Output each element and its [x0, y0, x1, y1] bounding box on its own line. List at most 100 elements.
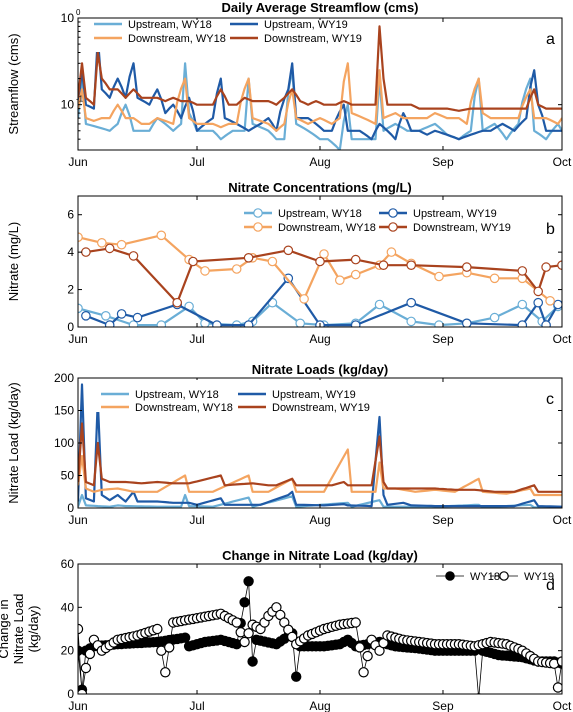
data-point: [552, 682, 562, 693]
x-tick-label: Jul: [189, 513, 204, 527]
data-point: [243, 320, 254, 327]
data-point: [81, 310, 91, 321]
series-line-2: [78, 62, 562, 132]
legend-marker: [253, 222, 263, 232]
data-point: [299, 294, 309, 304]
legend-entry: Downstream, WY18: [101, 402, 233, 414]
y-tick-label: 0: [67, 501, 74, 515]
data-point: [128, 251, 139, 261]
legend-entry: Upstream, WY19: [238, 389, 356, 401]
data-point: [315, 256, 325, 267]
series-group: [78, 25, 562, 150]
data-point: [541, 320, 551, 327]
y-tick-label: 150: [54, 404, 74, 418]
y-tick-label: 60: [61, 557, 75, 571]
data-point: [104, 243, 115, 254]
legend-label: Upstream, WY19: [413, 208, 497, 220]
legend-entry: Upstream, WY18: [101, 389, 219, 401]
y-axis-label: Streamflow (cms): [6, 33, 21, 134]
data-point: [434, 320, 444, 327]
data-point: [545, 295, 555, 306]
data-point: [231, 617, 242, 628]
data-point: [84, 648, 96, 660]
data-point: [533, 286, 543, 297]
y-tick-label: 40: [61, 600, 75, 614]
x-tick-label: Jun: [68, 699, 87, 712]
x-tick-label: Sep: [432, 155, 454, 169]
legend-label: Downstream, WY19: [272, 402, 370, 414]
data-point: [247, 656, 258, 667]
data-point: [358, 667, 369, 678]
data-point: [406, 297, 416, 308]
series-group: [78, 576, 562, 694]
x-tick-label: Sep: [432, 513, 454, 527]
data-point: [489, 273, 500, 284]
data-point: [386, 247, 397, 257]
x-tick-label: Oct: [553, 513, 572, 527]
data-point: [160, 667, 171, 678]
legend-label: Downstream, WY18: [135, 402, 233, 414]
panel-a: Daily Average Streamflow (cms) Streamflow…: [6, 0, 572, 169]
legend-background: [86, 380, 376, 412]
data-point: [188, 256, 198, 267]
data-point: [101, 310, 111, 321]
legend-label: Upstream, WY18: [278, 208, 362, 220]
panel-d: Change in Nitrate Load (kg/day) Change in…: [0, 548, 572, 712]
data-point: [334, 275, 345, 285]
data-point: [212, 320, 222, 327]
data-point: [156, 320, 167, 327]
data-point: [116, 239, 127, 250]
data-point: [78, 688, 88, 694]
y-tick-label: 10: [61, 98, 75, 112]
panel-label: c: [546, 391, 554, 408]
x-tick-label: Jul: [189, 332, 204, 346]
x-tick-label: Aug: [309, 699, 330, 712]
data-point: [406, 316, 416, 327]
y-tick-exponent: 0: [76, 8, 81, 17]
panel-b: Nitrate Concentrations (mg/L) Nitrate (mg…: [6, 180, 572, 346]
data-point: [350, 320, 361, 327]
data-point: [283, 245, 294, 256]
x-tick-label: Oct: [553, 699, 572, 712]
legend-entry: Downstream, WY19: [238, 402, 370, 414]
x-tick-label: Aug: [309, 155, 330, 169]
data-point: [243, 252, 254, 263]
x-tick-label: Aug: [309, 513, 330, 527]
legend-entry: Upstream, WY18: [244, 208, 362, 220]
legend-label: WY19: [524, 571, 554, 583]
y-axis-label: Change in: [0, 599, 11, 658]
chart-title: Nitrate Loads (kg/day): [252, 362, 389, 377]
y-axis-label: Nitrate Load (kg/day): [6, 382, 21, 503]
data-point: [319, 249, 329, 259]
data-point: [163, 642, 175, 653]
data-point: [179, 632, 191, 643]
data-point: [406, 260, 416, 270]
chart-title: Daily Average Streamflow (cms): [222, 0, 419, 15]
data-point: [350, 254, 361, 265]
data-point: [128, 320, 139, 327]
legend-label: Downstream, WY18: [128, 33, 226, 45]
data-point: [152, 623, 163, 635]
legend-marker: [253, 208, 263, 218]
legend-label: Upstream, WY18: [135, 389, 219, 401]
data-point: [350, 617, 361, 628]
legend-entry: WY18: [436, 571, 500, 583]
data-point: [556, 656, 562, 667]
legend-entry: Downstream, WY18: [94, 33, 226, 45]
data-point: [517, 266, 528, 276]
series-line-3: [78, 422, 562, 493]
legend-label: Upstream, WY18: [128, 19, 212, 31]
legend-label: Downstream, WY18: [278, 222, 376, 234]
chart-title: Change in Nitrate Load (kg/day): [222, 548, 418, 563]
legend-label: Downstream, WY19: [264, 33, 362, 45]
legend-marker: [388, 222, 398, 232]
data-point: [80, 662, 92, 674]
series-line-3: [85, 247, 562, 304]
legend-marker: [388, 208, 398, 218]
data-point: [97, 238, 107, 248]
legend-background: [86, 20, 376, 52]
data-point: [156, 230, 167, 241]
data-point: [533, 297, 543, 308]
